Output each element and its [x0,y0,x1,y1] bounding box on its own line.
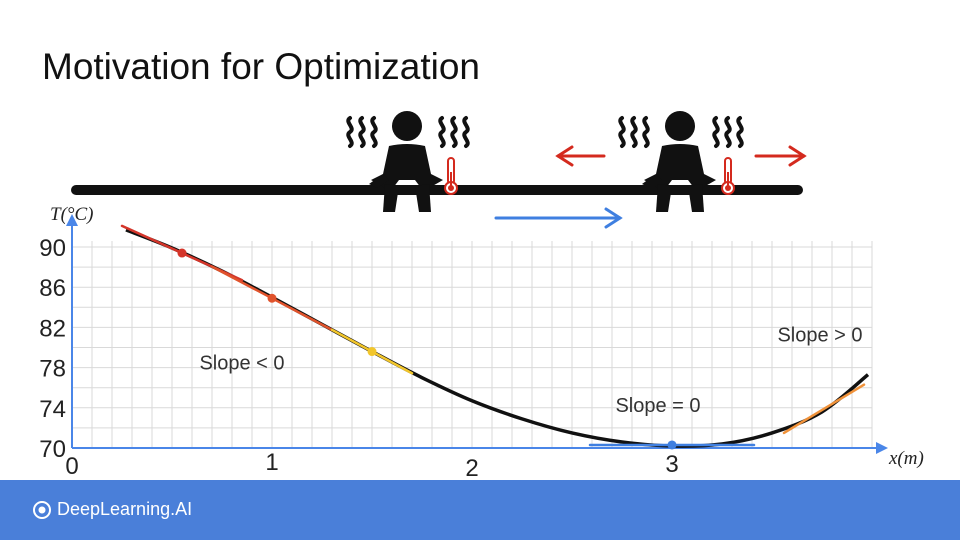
brand: DeepLearning.AI [33,499,192,520]
y-tick-label: 82 [39,315,66,342]
scene-diagram: 0 1 2 3 70 74 78 82 86 90 x(m) T(°C) Slope < 0 Slope … [39,111,924,480]
x-tick-label: 2 [465,455,478,480]
arrow-right-icon [754,145,807,167]
slope-annotation: Slope < 0 [199,353,284,375]
slope-annotation: Slope > 0 [777,324,862,346]
data-point [667,440,677,450]
move-arrow-icon [494,207,623,229]
y-axis-arrow [66,214,78,226]
x-tick-label: 1 [265,449,278,476]
data-point [267,293,277,303]
thermometer-left-icon [444,157,458,195]
person-right-icon [642,111,716,212]
x-axis-arrow [876,442,888,454]
arrow-left-icon [555,145,606,167]
person-left-icon [369,111,443,212]
y-tick-label: 74 [39,396,66,423]
y-tick-label: 86 [39,275,66,302]
deeplearning-ai-logo-icon [33,500,51,519]
data-point [177,248,187,258]
brand-name: DeepLearning.AI [57,499,193,519]
temperature-chart: 0 1 2 3 70 74 78 82 86 90 x(m) T(°C) Slope < 0 Slope … [39,204,924,480]
y-tick-label: 90 [39,235,66,262]
y-axis-label: T(°C) [50,204,94,225]
slope-annotation: Slope = 0 [615,395,700,417]
x-tick-label: 3 [665,451,678,478]
slide-title: Motivation for Optimization [42,46,481,87]
thermometer-right-icon [721,157,735,195]
y-tick-label: 70 [39,436,66,463]
x-axis-label: x(m) [888,448,924,469]
y-tick-label: 78 [39,356,66,383]
data-point [367,347,377,357]
temperature-curve [125,228,870,448]
x-tick-label: 0 [65,453,78,480]
footer-bar: DeepLearning.AI [0,480,960,540]
tangent-line [782,383,866,435]
